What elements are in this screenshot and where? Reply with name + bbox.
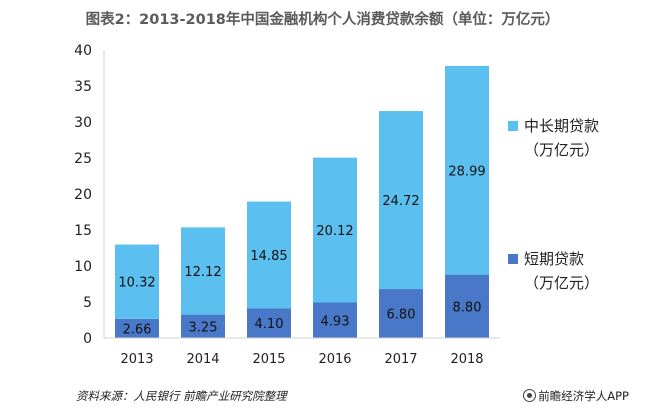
y-tick-label: 0 [83, 331, 92, 347]
bar-segment [313, 302, 357, 338]
bar-segment [379, 289, 423, 338]
data-label: 10.32 [118, 276, 155, 291]
data-label: 6.80 [387, 308, 416, 323]
data-label: 12.12 [184, 265, 221, 280]
chart-title: 图表2：2013-2018年中国金融机构个人消费贷款余额（单位：万亿元） [85, 12, 560, 28]
bar-segment [445, 65, 489, 275]
y-tick-label: 20 [74, 187, 92, 203]
x-axis: 2013 2014 2015 2016 2017 2018 [104, 337, 500, 367]
legend-label: 中长期贷款 [524, 117, 599, 135]
data-label: 4.93 [321, 314, 350, 329]
data-label: 8.80 [453, 300, 482, 315]
x-tick-label: 2016 [318, 352, 351, 367]
y-tick-label: 25 [74, 151, 92, 167]
y-tick-label: 30 [74, 115, 92, 131]
data-label: 24.72 [382, 194, 419, 209]
x-tick-label: 2018 [450, 352, 483, 367]
bar-segment [115, 244, 159, 319]
legend-swatch [508, 254, 518, 264]
data-label: 14.85 [250, 249, 287, 264]
bars: 2.66 10.32 3.25 12.12 4.10 14.85 4.93 20.12 6.80… [115, 65, 489, 338]
brand-name: 前瞻经济学人APP [538, 389, 629, 403]
bar-segment [313, 157, 357, 303]
brand-credit: 前瞻经济学人APP [523, 388, 629, 404]
y-tick-label: 35 [74, 79, 92, 95]
bar-segment [115, 318, 159, 338]
bar-segment [445, 274, 489, 338]
bar-segment [247, 308, 291, 338]
data-label: 3.25 [189, 320, 218, 335]
y-tick-label: 10 [74, 259, 92, 275]
brand-logo-icon [523, 389, 537, 402]
data-label: 28.99 [448, 164, 485, 179]
y-tick-label: 15 [74, 223, 92, 239]
x-tick-label: 2013 [120, 352, 153, 367]
source-note: 资料来源：人民银行 前瞻产业研究院整理 [76, 389, 287, 403]
y-axis: 0 5 10 15 20 25 30 35 40 [74, 43, 105, 347]
x-tick-label: 2014 [186, 352, 219, 367]
x-tick-label: 2017 [384, 352, 417, 367]
data-label: 2.66 [123, 322, 152, 337]
bar-segment [181, 227, 225, 315]
legend: 中长期贷款 （万亿元） 短期贷款 （万亿元） [508, 117, 599, 292]
legend-unit: （万亿元） [524, 141, 599, 159]
bar-segment [247, 201, 291, 309]
legend-swatch [508, 121, 518, 131]
legend-label: 短期贷款 [524, 250, 584, 268]
bar-segment [181, 314, 225, 338]
data-label: 4.10 [255, 317, 284, 332]
legend-unit: （万亿元） [524, 274, 599, 292]
data-label: 20.12 [316, 224, 353, 239]
bar-segment [379, 111, 423, 290]
y-tick-label: 40 [74, 43, 92, 59]
x-tick-label: 2015 [252, 352, 285, 367]
y-tick-label: 5 [83, 295, 92, 311]
